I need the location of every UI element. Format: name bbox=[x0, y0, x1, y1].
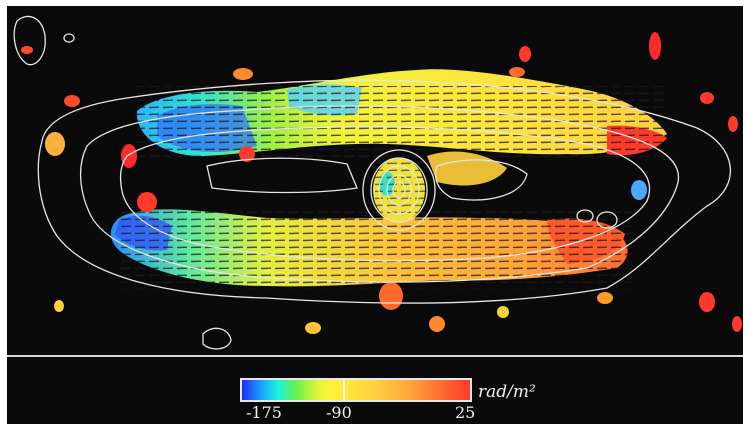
intensity-contours bbox=[13, 15, 731, 350]
colorbar bbox=[240, 378, 472, 402]
colorbar-min-label: -175 bbox=[246, 403, 282, 422]
rotation-measure-map-frame bbox=[7, 6, 743, 424]
core-region bbox=[373, 151, 507, 222]
colorbar-unit-label: rad/m² bbox=[478, 382, 536, 402]
colorbar-mid-label: -90 bbox=[326, 403, 352, 422]
panel-divider bbox=[7, 355, 743, 357]
colorbar-mid-tick bbox=[343, 380, 345, 400]
rotation-measure-map bbox=[13, 15, 742, 350]
noise-blobs bbox=[21, 32, 742, 334]
colorbar-max-label: 25 bbox=[455, 403, 476, 422]
lower-lobe bbox=[110, 209, 632, 289]
